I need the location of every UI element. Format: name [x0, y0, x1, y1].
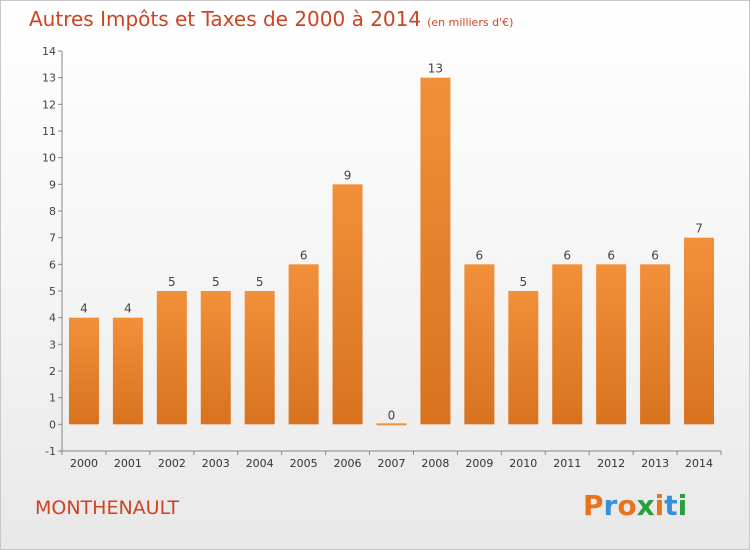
y-tick-label: -1	[45, 445, 56, 458]
y-tick-label: 3	[49, 338, 56, 351]
bar	[420, 77, 451, 425]
bar-value-label: 4	[124, 302, 132, 316]
logo-letter: i	[677, 489, 688, 522]
bar	[332, 184, 363, 425]
bar	[376, 423, 407, 426]
x-tick-label: 2001	[114, 457, 142, 470]
logo-letter: x	[636, 489, 655, 522]
x-tick-label: 2009	[465, 457, 493, 470]
bar	[244, 291, 275, 425]
y-tick-label: 7	[49, 232, 56, 245]
bar-value-label: 4	[80, 302, 88, 316]
y-tick-label: 13	[42, 72, 56, 85]
x-tick-label: 2012	[597, 457, 625, 470]
bar	[68, 317, 99, 425]
bar-value-label: 5	[256, 275, 264, 289]
y-tick-label: 0	[49, 418, 56, 431]
y-tick-label: 8	[49, 205, 56, 218]
bar-value-label: 9	[344, 168, 352, 182]
bar-value-label: 6	[563, 248, 571, 262]
bar	[640, 264, 671, 425]
logo-letter: r	[603, 489, 618, 522]
bar-value-label: 6	[607, 248, 615, 262]
y-tick-label: 2	[49, 365, 56, 378]
bar-value-label: 0	[388, 408, 396, 422]
bar-value-label: 13	[428, 62, 443, 76]
x-tick-label: 2007	[378, 457, 406, 470]
x-tick-label: 2008	[421, 457, 449, 470]
y-tick-label: 14	[42, 45, 56, 58]
bar-value-label: 6	[651, 248, 659, 262]
y-tick-label: 12	[42, 98, 56, 111]
logo-letter: P	[583, 489, 604, 522]
bar	[684, 237, 715, 425]
logo-letter: o	[617, 489, 637, 522]
x-tick-label: 2005	[290, 457, 318, 470]
bar-value-label: 5	[168, 275, 176, 289]
bar-value-label: 5	[519, 275, 527, 289]
y-tick-label: 10	[42, 152, 56, 165]
town-name: MONTHENAULT	[35, 497, 180, 519]
logo-letter: i	[654, 489, 665, 522]
x-tick-label: 2011	[553, 457, 581, 470]
bar	[156, 291, 187, 425]
x-tick-label: 2003	[202, 457, 230, 470]
chart-title: Autres Impôts et Taxes de 2000 à 2014 (en…	[29, 7, 513, 31]
bar-value-label: 7	[695, 222, 703, 236]
bar	[112, 317, 143, 425]
y-tick-label: 1	[49, 392, 56, 405]
bar-value-label: 6	[476, 248, 484, 262]
x-tick-label: 2013	[641, 457, 669, 470]
bar-value-label: 6	[300, 248, 308, 262]
bar	[596, 264, 627, 425]
x-tick-label: 2004	[246, 457, 274, 470]
bar	[464, 264, 495, 425]
chart-unit-label: (en milliers d'€)	[427, 16, 514, 29]
bar	[552, 264, 583, 425]
proxiti-logo: Proxiti	[583, 489, 687, 522]
bar	[288, 264, 319, 425]
x-tick-label: 2006	[334, 457, 362, 470]
chart-title-text: Autres Impôts et Taxes de 2000 à 2014	[29, 7, 422, 31]
x-tick-label: 2000	[70, 457, 98, 470]
bar-value-label: 5	[212, 275, 220, 289]
x-tick-label: 2014	[685, 457, 713, 470]
x-tick-label: 2002	[158, 457, 186, 470]
y-tick-label: 11	[42, 125, 56, 138]
bar	[508, 291, 539, 425]
bar	[200, 291, 231, 425]
y-tick-label: 9	[49, 178, 56, 191]
x-tick-label: 2010	[509, 457, 537, 470]
y-tick-label: 4	[49, 312, 56, 325]
y-tick-label: 6	[49, 258, 56, 271]
y-tick-label: 5	[49, 285, 56, 298]
logo-letter: t	[664, 489, 678, 522]
